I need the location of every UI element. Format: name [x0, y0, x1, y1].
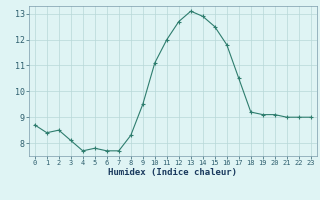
X-axis label: Humidex (Indice chaleur): Humidex (Indice chaleur) — [108, 168, 237, 177]
